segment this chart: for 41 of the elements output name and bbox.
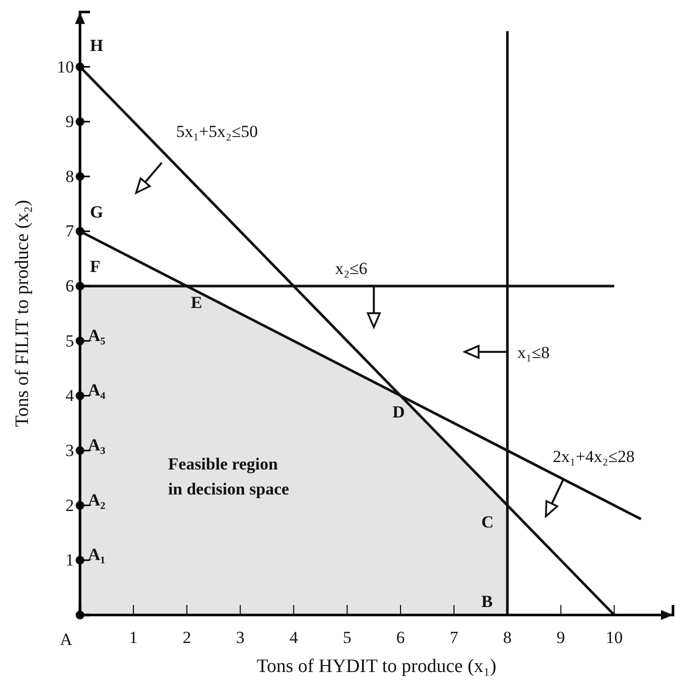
x-tick-label: 3	[236, 628, 245, 648]
annotation: C	[481, 512, 494, 532]
y-tick-label: 7	[66, 222, 74, 241]
y-tick-label: 3	[66, 440, 74, 460]
y-tick-label: 10	[57, 57, 74, 76]
x-tick-label: 7	[450, 628, 459, 648]
y-axis-title: Tons of FILIT to produce (x₂)	[12, 200, 33, 428]
annotation: in decision space	[168, 479, 290, 498]
x-tick-label: 9	[556, 628, 566, 648]
y-tick-label: 6	[66, 276, 74, 296]
x-axis-title: Tons of HYDIT to produce (x₁)	[256, 656, 496, 677]
annotation: A	[60, 630, 73, 649]
annotation: D	[392, 402, 405, 422]
annotation: 5x₁+5x₂≤50	[176, 122, 258, 142]
y-tick-label: 9	[66, 112, 74, 132]
y-tick-label: 2	[66, 496, 74, 515]
y-tick-label: 1	[66, 550, 74, 570]
x-tick-label: 10	[606, 628, 623, 648]
annotation: Feasible region	[168, 454, 278, 474]
y-tick-label: 4	[66, 386, 74, 406]
annotation: A₂	[88, 490, 106, 510]
y-tick-label: 5	[66, 331, 74, 350]
y-tick-label: 8	[66, 166, 74, 186]
annotation: F	[90, 257, 100, 276]
x-tick-label: 4	[289, 628, 298, 648]
x-tick-label: 1	[129, 628, 138, 648]
annotation: A₁	[88, 545, 106, 564]
annotation: x₁≤8	[517, 342, 550, 362]
x-tick-label: 5	[342, 628, 352, 648]
annotation: E	[190, 293, 202, 312]
annotation: B	[481, 592, 493, 611]
annotation: H	[90, 36, 104, 55]
annotation: A₄	[88, 380, 106, 400]
annotation: A₅	[88, 326, 106, 345]
x-tick-label: 6	[396, 628, 405, 648]
annotation: x₂≤6	[335, 259, 368, 278]
annotation: G	[90, 202, 104, 222]
x-tick-label: 2	[182, 628, 192, 648]
x-tick-label: 8	[503, 628, 512, 648]
annotation: A₃	[88, 436, 106, 455]
annotation: 2x₁+4x₂≤28	[552, 446, 635, 466]
